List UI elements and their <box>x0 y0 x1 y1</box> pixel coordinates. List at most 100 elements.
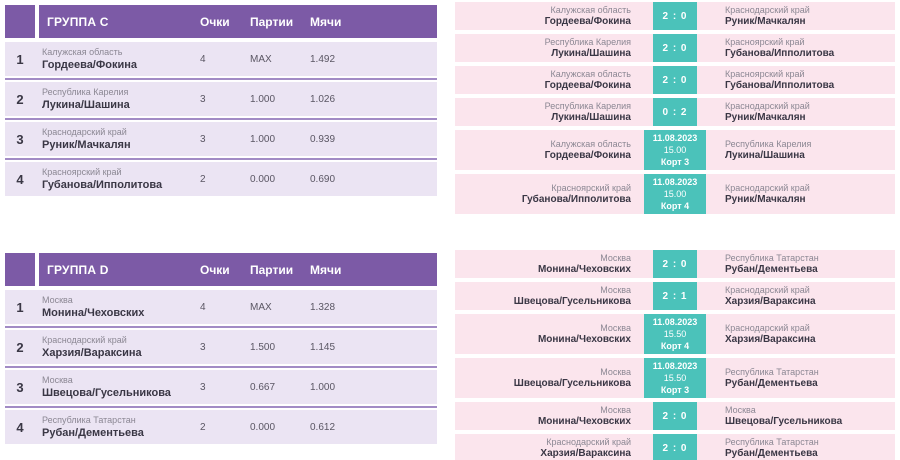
match-row: Калужская область Гордеева/Фокина 11.08.… <box>455 130 895 170</box>
away-team-cell: Краснодарский край Руник/Мачкалян <box>706 98 895 126</box>
home-team-region: Калужская область <box>550 5 631 15</box>
team-region: Республика Татарстан <box>42 415 136 425</box>
row-separator <box>5 366 437 368</box>
team-name: Лукина/Шашина <box>42 99 130 111</box>
team-cell: Москва Швецова/Гусельникова <box>35 374 195 400</box>
home-team-region: Москва <box>600 367 631 377</box>
balls-value: 0.690 <box>310 173 336 185</box>
team-cell: Калужская область Гордеева/Фокина <box>35 46 195 72</box>
home-team-name: Гордеева/Фокина <box>544 16 631 27</box>
home-team-cell: Калужская область Гордеева/Фокина <box>455 66 644 94</box>
standings-row: 1 Москва Монина/Чеховских 4 MAX 1.328 <box>5 290 437 324</box>
standings-row: 3 Москва Швецова/Гусельникова 3 0.667 1.… <box>5 370 437 404</box>
position-number: 1 <box>16 299 24 315</box>
away-team-cell: Краснодарский край Харзия/Вараксина <box>706 314 895 354</box>
group-d-standings-column: ГРУППА D Очки Партии Мячи 1 Москва Монин… <box>0 250 450 444</box>
table-header: ГРУППА C Очки Партии Мячи <box>5 5 437 38</box>
match-row: Москва Швецова/Гусельникова 11.08.2023 1… <box>455 358 895 398</box>
row-separator <box>5 78 437 80</box>
team-region: Красноярский край <box>42 167 122 177</box>
row-separator <box>5 406 437 408</box>
home-team-region: Москва <box>600 253 631 263</box>
match-score-badge: 0 : 2 <box>653 98 697 126</box>
away-team-name: Харзия/Вараксина <box>725 296 816 307</box>
team-region: Республика Карелия <box>42 87 129 97</box>
home-team-region: Республика Карелия <box>544 37 631 47</box>
match-court: Корт 4 <box>660 201 690 211</box>
away-team-name: Лукина/Шашина <box>725 150 805 161</box>
away-team-cell: Красноярский край Губанова/Ипполитова <box>706 66 895 94</box>
team-name: Харзия/Вараксина <box>42 347 142 359</box>
match-row: Республика Карелия Лукина/Шашина 0 : 2 К… <box>455 98 895 126</box>
away-team-cell: Республика Карелия Лукина/Шашина <box>706 130 895 170</box>
sets-value: 0.667 <box>250 381 276 393</box>
home-team-cell: Москва Монина/Чеховских <box>455 402 644 430</box>
points-value: 3 <box>200 133 206 145</box>
match-court: Корт 3 <box>660 157 690 167</box>
team-region: Москва <box>42 295 73 305</box>
balls-value: 1.000 <box>310 381 336 393</box>
team-cell: Красноярский край Губанова/Ипполитова <box>35 166 195 192</box>
table-header-main: ГРУППА D Очки Партии Мячи <box>39 253 437 286</box>
team-name: Губанова/Ипполитова <box>42 179 163 191</box>
match-center-cell: 2 : 0 <box>644 434 706 460</box>
points-value: 2 <box>200 173 206 185</box>
home-team-cell: Москва Швецова/Гусельникова <box>455 282 644 310</box>
team-cell: Краснодарский край Харзия/Вараксина <box>35 334 195 360</box>
standings-row: 4 Республика Татарстан Рубан/Дементьева … <box>5 410 437 444</box>
team-region: Калужская область <box>42 47 123 57</box>
group-c-standings-column: ГРУППА C Очки Партии Мячи 1 Калужская об… <box>0 2 450 196</box>
home-team-cell: Калужская область Гордеева/Фокина <box>455 130 644 170</box>
match-schedule-badge: 11.08.2023 15.00 Корт 4 <box>644 174 706 214</box>
balls-value: 1.492 <box>310 53 336 65</box>
matches-list-group-d: Москва Монина/Чеховских 2 : 0 Республика… <box>455 250 895 460</box>
away-team-cell: Красноярский край Губанова/Ипполитова <box>706 34 895 62</box>
match-center-cell: 11.08.2023 15.50 Корт 3 <box>644 358 706 398</box>
match-date: 11.08.2023 <box>652 361 698 371</box>
position-number: 2 <box>16 91 24 107</box>
standings-table-group-d: ГРУППА D Очки Партии Мячи 1 Москва Монин… <box>5 253 437 444</box>
standings-rows: 1 Москва Монина/Чеховских 4 MAX 1.328 2 … <box>5 290 437 444</box>
match-schedule-badge: 11.08.2023 15.50 Корт 3 <box>644 358 706 398</box>
column-header-sets: Партии <box>250 262 294 277</box>
team-name: Швецова/Гусельникова <box>42 387 171 399</box>
away-team-cell: Краснодарский край Харзия/Вараксина <box>706 282 895 310</box>
away-team-name: Швецова/Гусельникова <box>725 416 843 427</box>
points-value: 4 <box>200 301 206 313</box>
home-team-name: Монина/Чеховских <box>537 334 631 345</box>
home-team-region: Республика Карелия <box>544 101 631 111</box>
standings-row: 3 Краснодарский край Руник/Мачкалян 3 1.… <box>5 122 437 156</box>
team-cell: Краснодарский край Руник/Мачкалян <box>35 126 195 152</box>
home-team-name: Монина/Чеховских <box>537 416 631 427</box>
away-team-region: Краснодарский край <box>725 183 810 193</box>
away-team-region: Республика Татарстан <box>725 367 819 377</box>
standings-row: 2 Республика Карелия Лукина/Шашина 3 1.0… <box>5 82 437 116</box>
column-header-balls: Мячи <box>310 262 342 277</box>
home-team-region: Калужская область <box>550 139 631 149</box>
team-cell: Республика Карелия Лукина/Шашина <box>35 86 195 112</box>
sets-value: MAX <box>250 301 272 313</box>
table-header-main: ГРУППА C Очки Партии Мячи <box>39 5 437 38</box>
away-team-name: Харзия/Вараксина <box>725 334 816 345</box>
match-date: 11.08.2023 <box>652 133 698 143</box>
home-team-cell: Краснодарский край Харзия/Вараксина <box>455 434 644 460</box>
home-team-cell: Красноярский край Губанова/Ипполитова <box>455 174 644 214</box>
away-team-region: Краснодарский край <box>725 5 810 15</box>
home-team-name: Харзия/Вараксина <box>540 448 631 459</box>
table-header: ГРУППА D Очки Партии Мячи <box>5 253 437 286</box>
match-row: Москва Монина/Чеховских 2 : 0 Республика… <box>455 250 895 278</box>
home-team-name: Швецова/Гусельникова <box>513 378 631 389</box>
home-team-cell: Республика Карелия Лукина/Шашина <box>455 98 644 126</box>
home-team-name: Гордеева/Фокина <box>544 150 631 161</box>
away-team-region: Краснодарский край <box>725 323 810 333</box>
match-center-cell: 11.08.2023 15.00 Корт 4 <box>644 174 706 214</box>
match-row: Москва Монина/Чеховских 2 : 0 Москва Шве… <box>455 402 895 430</box>
points-value: 3 <box>200 93 206 105</box>
match-score-badge: 2 : 0 <box>653 434 697 460</box>
away-team-region: Республика Татарстан <box>725 437 819 447</box>
matches-list-group-c: Калужская область Гордеева/Фокина 2 : 0 … <box>455 2 895 214</box>
match-score-badge: 2 : 0 <box>653 66 697 94</box>
match-date: 11.08.2023 <box>652 317 698 327</box>
row-separator <box>5 158 437 160</box>
